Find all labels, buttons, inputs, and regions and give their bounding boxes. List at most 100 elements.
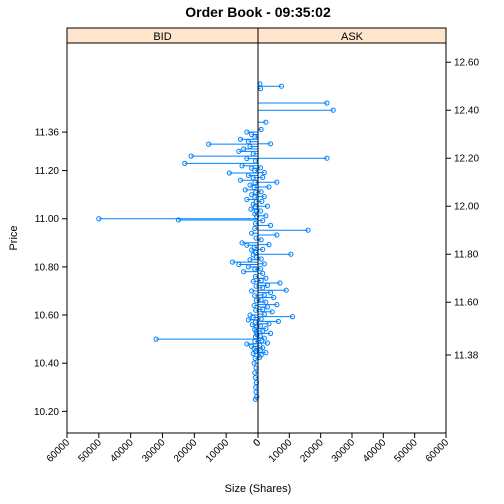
ask-x-tick-label: 40000	[361, 437, 389, 465]
ask-point	[289, 314, 296, 320]
ask-point	[275, 318, 281, 324]
ask-point	[263, 326, 269, 332]
ask-point	[278, 83, 285, 89]
ask-point	[263, 119, 269, 125]
bid-y-tick-label: 10.40	[34, 359, 59, 370]
ask-point	[261, 261, 267, 267]
ask-strip-label: ASK	[341, 31, 364, 43]
ask-marks	[256, 81, 336, 360]
ask-x-tick-label: 50000	[392, 437, 420, 465]
ask-x-tick-label: 30000	[330, 437, 358, 465]
bid-y-tick-label: 10.60	[34, 311, 59, 322]
bid-point	[251, 360, 257, 366]
bid-marks	[96, 129, 260, 402]
bid-y-tick-label: 10.20	[34, 407, 59, 418]
bid-point	[249, 230, 255, 236]
ask-point	[269, 309, 275, 315]
bid-y-tick-label: 10.80	[34, 262, 59, 273]
ask-point	[277, 280, 283, 286]
bid-point	[175, 217, 182, 223]
ask-panel-frame	[257, 42, 447, 434]
ask-point	[283, 287, 289, 293]
ask-point	[324, 100, 330, 106]
bid-point	[237, 136, 244, 142]
ask-point	[305, 227, 311, 233]
ask-x-axis: 0 10000 20000 30000 40000 50000 60000	[251, 433, 451, 465]
ask-x-tick-label: 0	[251, 437, 263, 449]
ask-x-tick-label: 60000	[424, 437, 452, 465]
ask-point	[258, 237, 264, 243]
bid-point	[251, 302, 257, 309]
bid-point	[252, 225, 258, 231]
bid-point	[244, 196, 250, 203]
ask-point	[261, 170, 267, 176]
bid-point	[96, 216, 102, 222]
ask-y-tick-label: 12.00	[454, 202, 479, 213]
bid-point	[253, 379, 260, 386]
bid-point	[249, 165, 255, 171]
bid-x-tick-label: 60000	[45, 437, 73, 465]
bid-point	[229, 259, 236, 265]
bid-y-tick-label: 11.36	[35, 128, 60, 139]
bid-point	[242, 187, 248, 193]
bid-point	[244, 129, 250, 135]
y-axis-title: Price	[8, 225, 20, 250]
bid-point	[249, 192, 255, 198]
ask-point	[263, 350, 269, 356]
ask-point	[258, 126, 264, 132]
ask-point	[271, 294, 277, 300]
ask-point	[266, 184, 272, 190]
bid-point	[247, 182, 253, 188]
ask-point	[267, 141, 274, 147]
bid-x-tick-label: 50000	[77, 437, 105, 465]
ask-y-tick-label: 12.20	[454, 154, 479, 165]
bid-point	[249, 322, 255, 328]
ask-point	[261, 335, 267, 341]
bid-point	[247, 312, 253, 318]
bid-point	[250, 350, 256, 357]
ask-point	[263, 213, 269, 219]
bid-point	[244, 242, 250, 248]
bid-point	[245, 264, 252, 270]
bid-point	[245, 317, 252, 323]
bid-point	[188, 153, 194, 159]
bid-point	[249, 247, 255, 253]
ask-point	[267, 330, 274, 336]
ask-point	[263, 275, 269, 281]
bid-point	[182, 160, 188, 166]
ask-point	[260, 246, 266, 252]
x-axis-title: Size (Shares)	[225, 483, 292, 495]
bid-x-tick-label: 20000	[172, 437, 200, 465]
ask-point	[264, 340, 270, 346]
bid-point	[244, 341, 250, 347]
bid-point	[206, 141, 212, 147]
ask-y-tick-label: 12.60	[454, 58, 479, 69]
bid-point	[226, 170, 232, 176]
ask-y-tick-label: 11.80	[454, 250, 479, 261]
ask-point	[261, 194, 267, 200]
bid-point	[236, 148, 242, 154]
ask-point	[260, 174, 266, 180]
ask-point	[274, 179, 280, 185]
ask-x-tick-label: 20000	[298, 437, 326, 465]
ask-y-tick-label: 11.38	[454, 351, 479, 362]
bid-panel-frame	[66, 42, 259, 434]
ask-y-tick-label: 12.40	[454, 106, 479, 117]
ask-y-tick-label: 11.60	[454, 298, 479, 309]
chart-title: Order Book - 09:35:02	[185, 4, 331, 20]
bid-point	[241, 269, 247, 275]
bid-point	[239, 240, 245, 246]
ask-point	[258, 189, 264, 195]
bid-x-tick-label: 40000	[108, 437, 136, 465]
bid-point	[245, 172, 252, 179]
ask-point	[288, 251, 294, 257]
bid-point	[250, 252, 256, 258]
bid-point	[237, 177, 244, 183]
bid-point	[239, 163, 245, 169]
bid-point	[253, 297, 260, 304]
bid-point	[252, 293, 258, 299]
ask-point	[274, 232, 280, 238]
ask-point	[324, 155, 330, 161]
bid-point	[153, 336, 159, 342]
